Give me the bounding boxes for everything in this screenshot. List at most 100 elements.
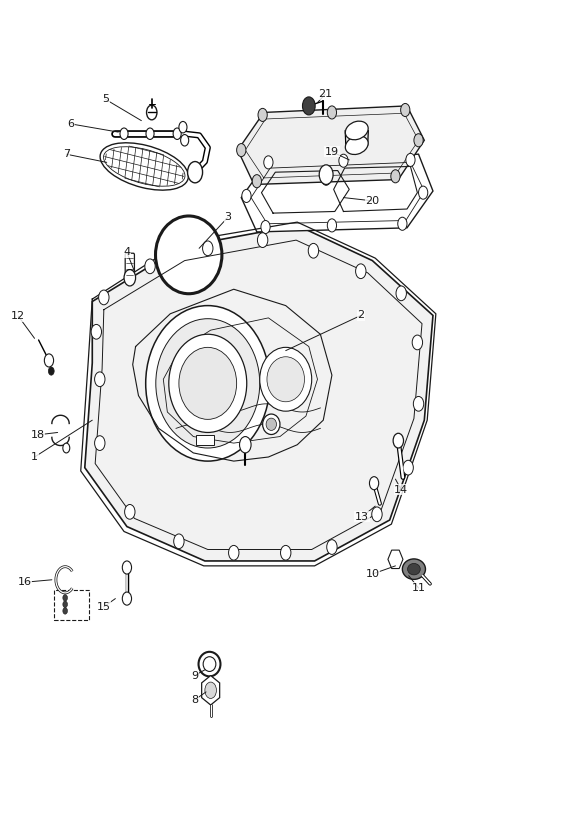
Ellipse shape	[260, 348, 312, 411]
Ellipse shape	[100, 143, 188, 190]
Circle shape	[145, 259, 155, 274]
Circle shape	[242, 190, 251, 203]
Circle shape	[202, 241, 213, 255]
Text: 4: 4	[124, 247, 131, 257]
Circle shape	[48, 367, 54, 375]
Text: 12: 12	[11, 311, 26, 321]
Text: 2: 2	[357, 311, 364, 321]
Text: 19: 19	[325, 147, 339, 157]
Circle shape	[179, 121, 187, 133]
Ellipse shape	[203, 657, 216, 672]
Circle shape	[237, 143, 246, 157]
Text: 20: 20	[366, 196, 380, 206]
Circle shape	[261, 221, 270, 233]
Polygon shape	[388, 550, 403, 569]
Circle shape	[120, 128, 128, 139]
Ellipse shape	[199, 652, 220, 677]
Polygon shape	[196, 435, 213, 445]
Circle shape	[146, 128, 154, 139]
Circle shape	[326, 540, 337, 555]
Text: 10: 10	[366, 569, 380, 579]
Circle shape	[393, 433, 403, 448]
Polygon shape	[238, 106, 424, 185]
Circle shape	[122, 561, 132, 574]
Polygon shape	[85, 226, 433, 561]
FancyBboxPatch shape	[125, 253, 135, 279]
Ellipse shape	[156, 319, 260, 448]
Text: 11: 11	[412, 583, 426, 593]
Text: 7: 7	[63, 149, 70, 159]
Ellipse shape	[345, 121, 368, 140]
Circle shape	[258, 109, 267, 121]
Circle shape	[229, 545, 239, 560]
Circle shape	[44, 353, 54, 367]
Circle shape	[146, 105, 157, 119]
Text: 6: 6	[68, 119, 75, 129]
Circle shape	[91, 325, 101, 339]
Ellipse shape	[169, 335, 247, 433]
Circle shape	[308, 243, 319, 258]
Circle shape	[413, 396, 424, 411]
Ellipse shape	[402, 559, 426, 579]
Circle shape	[303, 97, 315, 115]
Circle shape	[205, 682, 216, 699]
Circle shape	[63, 601, 68, 607]
Ellipse shape	[156, 216, 222, 293]
Circle shape	[391, 170, 400, 183]
Ellipse shape	[179, 348, 237, 419]
Ellipse shape	[266, 418, 276, 430]
Text: 21: 21	[318, 90, 332, 100]
Text: 5: 5	[102, 95, 109, 105]
Circle shape	[396, 286, 406, 301]
Circle shape	[99, 290, 109, 305]
Text: 15: 15	[97, 602, 111, 611]
Text: 8: 8	[191, 695, 198, 705]
Circle shape	[398, 218, 407, 230]
Circle shape	[63, 607, 68, 614]
Circle shape	[240, 437, 251, 453]
Circle shape	[414, 133, 423, 147]
Circle shape	[63, 594, 68, 601]
Circle shape	[372, 507, 382, 522]
Ellipse shape	[262, 414, 280, 434]
Circle shape	[280, 545, 291, 560]
Circle shape	[63, 443, 70, 453]
Text: 13: 13	[355, 512, 369, 522]
Polygon shape	[241, 154, 433, 232]
Circle shape	[419, 186, 428, 199]
Circle shape	[94, 436, 105, 451]
Circle shape	[327, 219, 336, 232]
Circle shape	[319, 165, 333, 185]
Ellipse shape	[408, 564, 420, 575]
Text: 3: 3	[224, 213, 231, 222]
Circle shape	[181, 134, 189, 146]
Circle shape	[173, 128, 181, 139]
Text: 18: 18	[30, 430, 44, 440]
Circle shape	[264, 156, 273, 169]
Ellipse shape	[267, 357, 304, 402]
Ellipse shape	[345, 136, 368, 154]
Circle shape	[401, 104, 410, 116]
Ellipse shape	[146, 306, 270, 461]
Circle shape	[322, 172, 331, 185]
Circle shape	[327, 106, 336, 119]
Circle shape	[174, 534, 184, 549]
Circle shape	[356, 264, 366, 279]
Circle shape	[370, 476, 379, 489]
Circle shape	[403, 461, 413, 475]
Text: 9: 9	[191, 671, 198, 681]
Ellipse shape	[104, 147, 185, 186]
Text: 1: 1	[31, 452, 38, 462]
Circle shape	[412, 335, 423, 350]
Circle shape	[406, 153, 415, 166]
Circle shape	[94, 372, 105, 386]
Circle shape	[125, 504, 135, 519]
Circle shape	[188, 162, 202, 183]
Text: 14: 14	[394, 485, 408, 494]
Polygon shape	[202, 676, 220, 705]
Circle shape	[252, 175, 261, 188]
Circle shape	[124, 269, 136, 286]
Text: 16: 16	[17, 578, 31, 588]
Circle shape	[339, 154, 348, 167]
Circle shape	[122, 592, 132, 605]
